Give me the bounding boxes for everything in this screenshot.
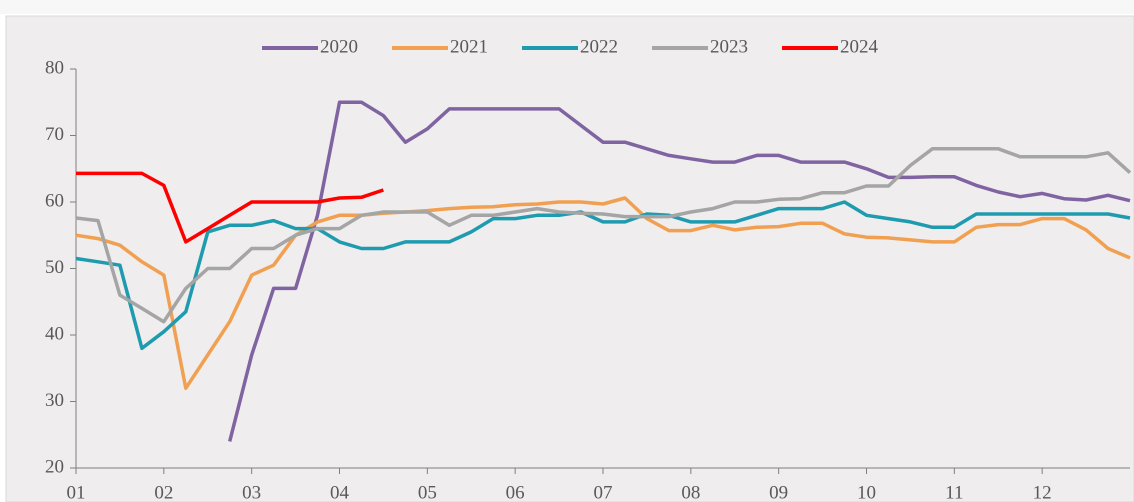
series-line <box>228 100 1131 442</box>
x-tick-label: 11 <box>945 482 963 502</box>
y-tick-label: 80 <box>45 57 64 78</box>
x-tick-label: 08 <box>681 482 700 502</box>
y-tick-label: 70 <box>45 124 64 145</box>
legend-label: 2024 <box>840 36 879 57</box>
x-tick-label: 05 <box>418 482 437 502</box>
x-tick-label: 02 <box>154 482 173 502</box>
x-tick-label: 07 <box>594 482 613 502</box>
series-line <box>75 147 1132 324</box>
plot-background <box>5 15 1134 502</box>
x-tick-label: 12 <box>1033 482 1052 502</box>
y-tick-label: 50 <box>45 257 64 278</box>
top-strip <box>0 0 1134 14</box>
x-tick-label: 01 <box>67 482 86 502</box>
series-line <box>75 200 1131 351</box>
legend-label: 2021 <box>450 36 488 57</box>
y-tick-label: 40 <box>45 323 64 344</box>
legend-label: 2023 <box>710 36 748 57</box>
y-tick-label: 30 <box>45 390 64 411</box>
x-tick-label: 03 <box>242 482 261 502</box>
y-tick-label: 20 <box>45 456 64 477</box>
x-tick-label: 04 <box>330 482 350 502</box>
legend-label: 2022 <box>580 36 618 57</box>
legend: 2020 2021 2022 2023 2024 <box>262 36 879 57</box>
series-line <box>75 196 1131 390</box>
x-tick-label: 06 <box>506 482 525 502</box>
x-tick-label: 10 <box>857 482 876 502</box>
legend-label: 2020 <box>320 36 358 57</box>
x-tick-label: 09 <box>769 482 788 502</box>
y-tick-label: 60 <box>45 190 64 211</box>
series-line <box>76 171 384 244</box>
